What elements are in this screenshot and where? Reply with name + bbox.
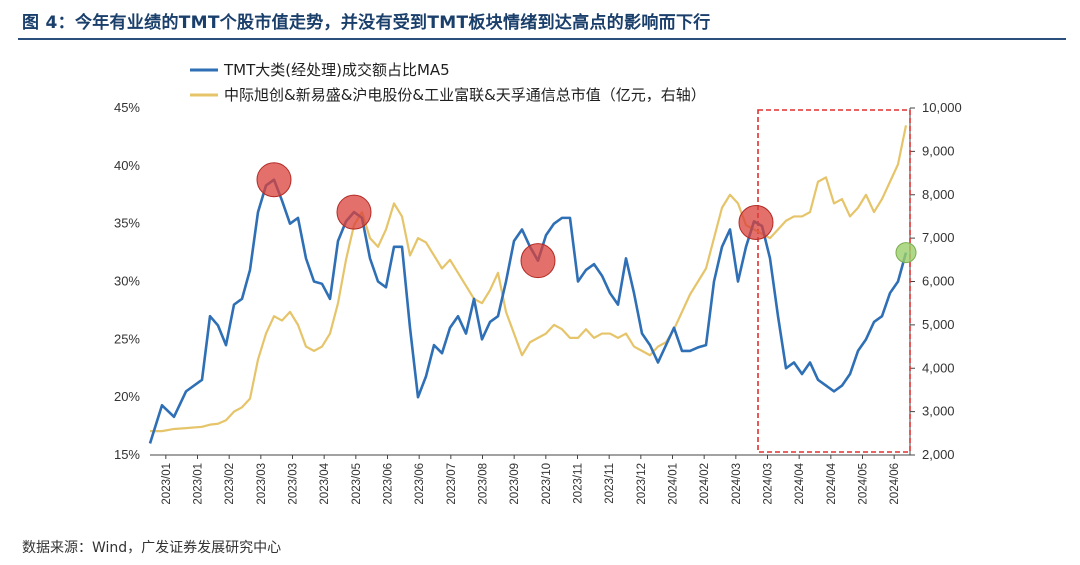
y-right-tick-label: 9,000 xyxy=(922,143,955,158)
y-left-tick-label: 35% xyxy=(114,216,140,231)
figure-title: 图 4：今年有业绩的TMT个股市值走势，并没有受到TMT板块情绪到达高点的影响而… xyxy=(22,13,711,33)
legend-label-market-cap: 中际旭创&新易盛&沪电股份&工业富联&天孚通信总市值（亿元，右轴） xyxy=(224,86,706,104)
x-tick-label: 2023/08 xyxy=(478,463,490,505)
x-tick-label: 2023/05 xyxy=(351,463,363,505)
highlight-box xyxy=(757,109,911,453)
x-tick-label: 2023/06 xyxy=(383,463,395,505)
y-right-tick-label: 6,000 xyxy=(922,274,955,289)
peak-marker xyxy=(520,243,556,279)
title-divider xyxy=(18,38,1066,40)
x-tick-label: 2024/02 xyxy=(699,463,711,505)
y-right-tick-label: 7,000 xyxy=(922,230,955,245)
x-tick-label: 2023/09 xyxy=(509,463,521,505)
x-tick-label: 2023/01 xyxy=(161,463,173,505)
y-left-tick-label: 20% xyxy=(114,389,140,404)
x-tick-label: 2024/05 xyxy=(858,463,870,505)
x-tick-label: 2023/10 xyxy=(541,463,553,505)
x-tick-label: 2023/03 xyxy=(288,463,300,505)
source-note: 数据来源：Wind，广发证券发展研究中心 xyxy=(22,540,282,556)
x-tick-label: 2023/06 xyxy=(414,463,426,505)
y-right-tick-label: 4,000 xyxy=(922,360,955,375)
peak-marker xyxy=(336,194,372,230)
series-tmt-share-line xyxy=(148,178,908,444)
y-left-tick-label: 15% xyxy=(114,447,140,462)
x-tick-label: 2023/03 xyxy=(256,463,268,505)
x-tick-label: 2024/06 xyxy=(889,463,901,505)
x-tick-label: 2023/12 xyxy=(636,463,648,505)
x-tick-label: 2024/03 xyxy=(763,463,775,505)
y-left-tick-label: 30% xyxy=(114,274,140,289)
current-marker xyxy=(895,242,917,264)
peak-marker xyxy=(738,205,774,241)
peak-marker xyxy=(256,162,292,198)
x-tick-label: 2023/02 xyxy=(224,463,236,505)
y-right-tick-label: 10,000 xyxy=(922,100,962,115)
x-tick-label: 2024/01 xyxy=(668,463,680,505)
y-right-tick-label: 3,000 xyxy=(922,404,955,419)
x-tick-label: 2023/11 xyxy=(573,463,585,504)
x-tick-label: 2023/04 xyxy=(319,462,331,504)
x-tick-label: 2023/11 xyxy=(604,463,616,504)
y-left-tick-label: 45% xyxy=(114,100,140,115)
series-market-cap-line xyxy=(150,125,908,433)
x-tick-label: 2023/07 xyxy=(446,463,458,505)
x-tick-label: 2024/03 xyxy=(731,463,743,505)
legend-label-tmt: TMT大类(经处理)成交额占比MA5 xyxy=(223,61,450,79)
x-tick-label: 2024/04 xyxy=(826,462,838,504)
y-right-tick-label: 8,000 xyxy=(922,187,955,202)
x-tick-label: 2023/01 xyxy=(193,463,205,505)
x-tick-label: 2024/04 xyxy=(794,462,806,504)
y-left-tick-label: 25% xyxy=(114,331,140,346)
y-left-tick-label: 40% xyxy=(114,158,140,173)
y-right-tick-label: 5,000 xyxy=(922,317,955,332)
y-right-tick-label: 2,000 xyxy=(922,447,955,462)
